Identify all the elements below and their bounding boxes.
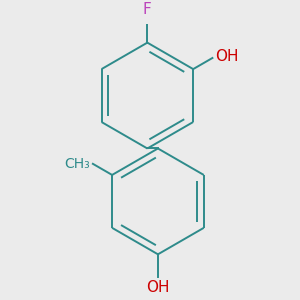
Text: OH: OH [146, 280, 170, 295]
Text: OH: OH [216, 50, 239, 64]
Text: CH₃: CH₃ [64, 157, 90, 171]
Text: F: F [143, 2, 152, 17]
